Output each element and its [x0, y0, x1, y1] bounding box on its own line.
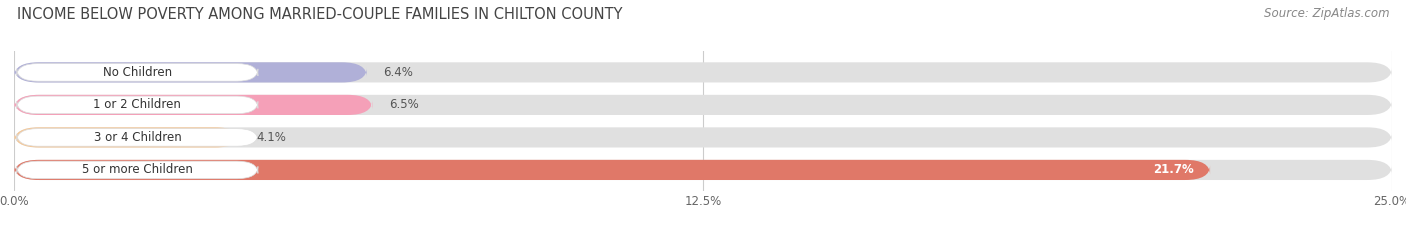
Text: INCOME BELOW POVERTY AMONG MARRIED-COUPLE FAMILIES IN CHILTON COUNTY: INCOME BELOW POVERTY AMONG MARRIED-COUPL… — [17, 7, 623, 22]
Text: 1 or 2 Children: 1 or 2 Children — [93, 98, 181, 111]
Text: 5 or more Children: 5 or more Children — [82, 163, 193, 176]
FancyBboxPatch shape — [17, 161, 257, 179]
Text: 6.5%: 6.5% — [389, 98, 419, 111]
Text: Source: ZipAtlas.com: Source: ZipAtlas.com — [1264, 7, 1389, 20]
Text: 3 or 4 Children: 3 or 4 Children — [94, 131, 181, 144]
FancyBboxPatch shape — [14, 127, 240, 147]
FancyBboxPatch shape — [17, 64, 257, 81]
FancyBboxPatch shape — [14, 62, 1392, 82]
FancyBboxPatch shape — [14, 160, 1211, 180]
FancyBboxPatch shape — [14, 95, 1392, 115]
FancyBboxPatch shape — [17, 96, 257, 114]
Text: 6.4%: 6.4% — [384, 66, 413, 79]
FancyBboxPatch shape — [14, 160, 1392, 180]
Text: 21.7%: 21.7% — [1153, 163, 1194, 176]
FancyBboxPatch shape — [14, 62, 367, 82]
FancyBboxPatch shape — [14, 127, 1392, 147]
FancyBboxPatch shape — [17, 129, 257, 146]
FancyBboxPatch shape — [14, 95, 373, 115]
Text: 4.1%: 4.1% — [256, 131, 287, 144]
Text: No Children: No Children — [103, 66, 172, 79]
